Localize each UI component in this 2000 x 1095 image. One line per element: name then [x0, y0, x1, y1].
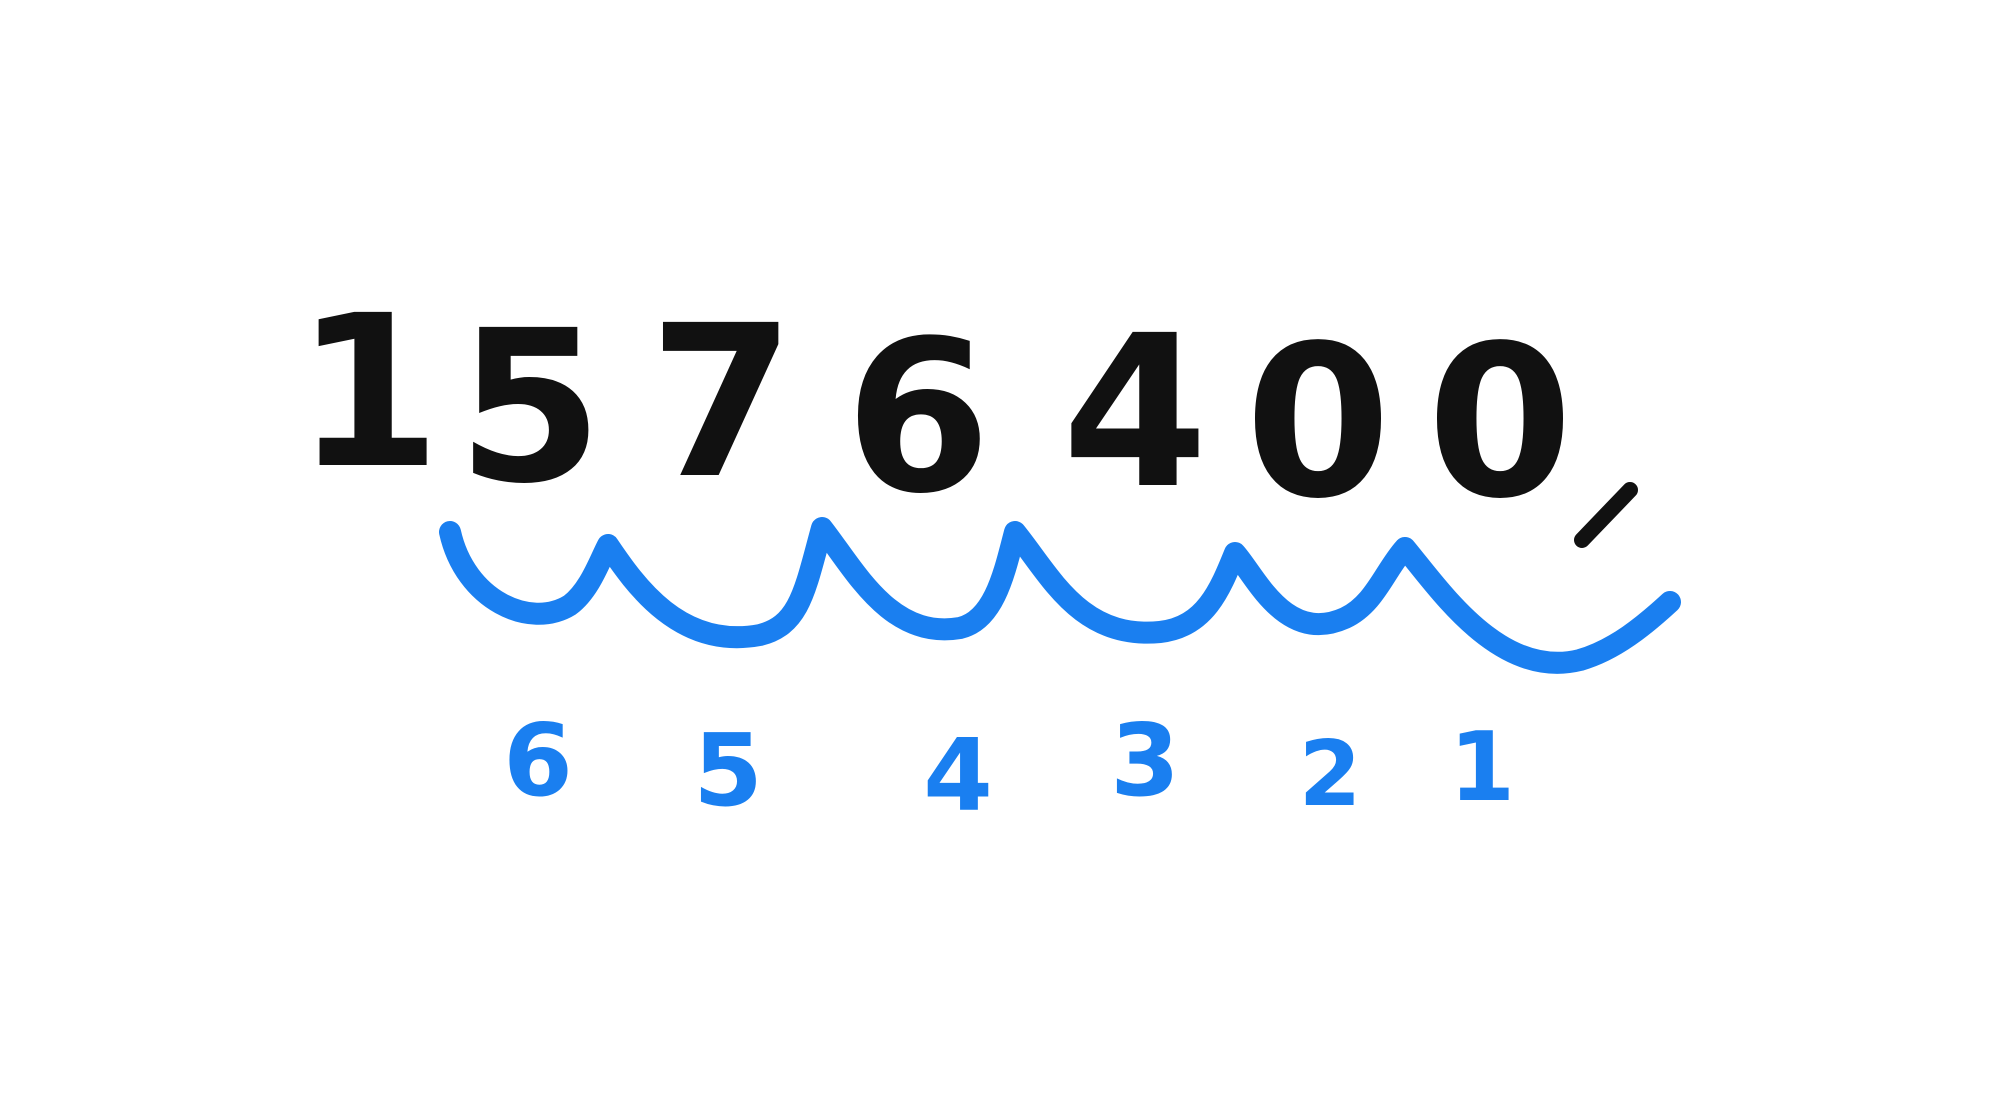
- digit-2: 5: [457, 285, 603, 530]
- digit-1: 1: [295, 270, 441, 515]
- digit-5: 4: [1062, 290, 1208, 535]
- place-label-5: 5: [693, 712, 763, 829]
- place-label-2: 2: [1299, 722, 1362, 827]
- place-label-6: 6: [503, 702, 573, 819]
- wavy-underline: [439, 517, 1681, 674]
- place-label-4: 4: [923, 717, 993, 834]
- place-labels: 6 5 4 3 2 1: [503, 702, 1515, 834]
- digit-7: 0: [1427, 300, 1573, 545]
- separator-comma: [1574, 482, 1638, 548]
- digit-4: 6: [845, 295, 991, 540]
- digit-6: 0: [1245, 300, 1391, 545]
- digit-3: 7: [649, 280, 795, 525]
- number-group: 1 5 7 6 4 0 0: [295, 270, 1573, 545]
- place-label-3: 3: [1110, 702, 1180, 819]
- place-label-1: 1: [1449, 713, 1515, 823]
